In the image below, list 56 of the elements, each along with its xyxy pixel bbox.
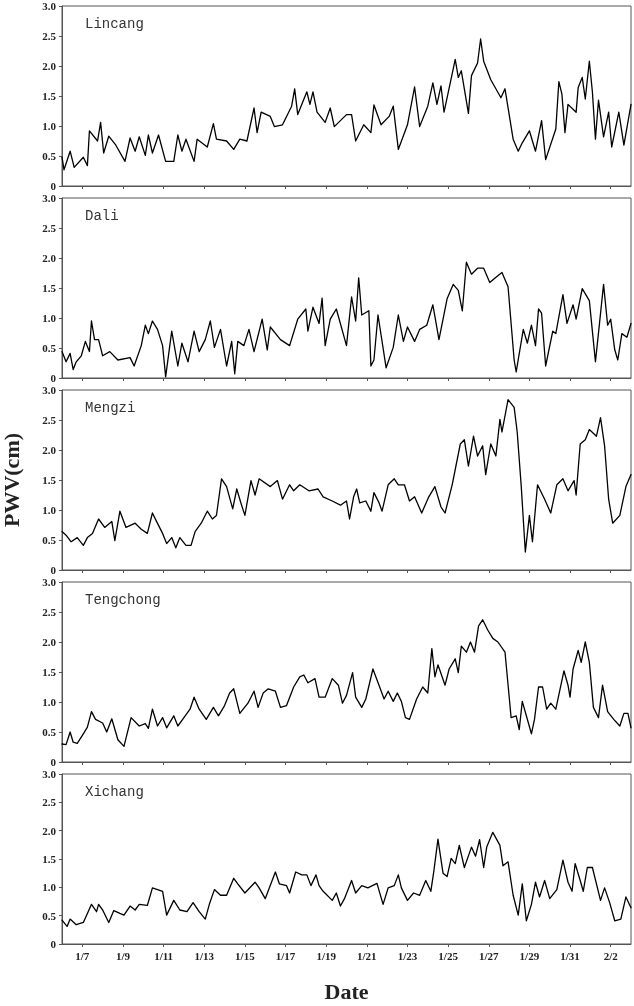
y-tick-label: 2.5: [42, 796, 57, 809]
text: Dali: [85, 208, 119, 224]
y-tick-label: 2.0: [42, 636, 57, 648]
y-tick-label: 0: [50, 938, 57, 950]
y-tick-label: 0.5: [42, 726, 57, 738]
y-tick-label: 1.0: [42, 881, 57, 894]
x-tick-label: 2/2: [603, 949, 619, 962]
y-tick-label: 2.0: [42, 252, 57, 264]
y-tick-label: 1.5: [42, 282, 57, 294]
y-tick-label: 0: [50, 756, 57, 768]
y-tick-label: 2.5: [42, 30, 57, 42]
y-tick-label: 3.0: [42, 0, 57, 12]
x-tick-label: 1/29: [519, 949, 540, 962]
y-tick-label: 3.0: [42, 768, 57, 780]
x-tick-label: 1/23: [397, 949, 418, 962]
x-tick-label: 1/11: [154, 949, 174, 962]
x-tick-label: 1/17: [275, 949, 296, 962]
y-tick-label: 2.5: [42, 222, 57, 234]
y-tick-label: 1.5: [42, 666, 57, 678]
x-tick-label: 1/25: [438, 949, 459, 962]
y-tick-label: 3.0: [42, 576, 57, 588]
x-tick-label: 1/9: [115, 949, 131, 962]
text: Lincang: [85, 16, 144, 32]
y-tick-label: 0: [50, 180, 57, 192]
y-tick-label: 1.0: [42, 504, 57, 516]
text: Mengzi: [85, 400, 136, 416]
y-tick-label: 2.5: [42, 414, 57, 426]
y-tick-label: 1.0: [42, 312, 57, 324]
y-tick-label: 2.0: [42, 824, 57, 837]
x-tick-label: 1/27: [478, 949, 500, 962]
y-tick-label: 0: [50, 564, 57, 576]
text: Tengchong: [85, 592, 161, 608]
x-tick-label: 1/19: [316, 949, 337, 962]
y-tick-label: 1.5: [42, 474, 57, 486]
x-axis-title: Date: [324, 978, 369, 1004]
y-tick-label: 2.0: [42, 444, 57, 456]
y-tick-label: 0.5: [42, 342, 57, 354]
y-tick-label: 0.5: [42, 534, 57, 546]
x-tick-label: 1/13: [194, 949, 215, 962]
x-tick-label: 1/31: [560, 949, 580, 962]
x-tick-label: 1/15: [235, 949, 256, 962]
y-tick-label: 3.0: [42, 384, 57, 396]
x-tick-label: 1/21: [357, 949, 377, 962]
y-axis-title: PWV(cm): [0, 432, 24, 528]
y-tick-label: 0.5: [42, 150, 57, 162]
y-tick-label: 2.0: [42, 60, 57, 72]
y-tick-label: 1.5: [42, 853, 57, 865]
y-tick-label: 3.0: [42, 192, 57, 204]
y-tick-label: 2.5: [42, 606, 57, 618]
y-tick-label: 1.0: [42, 696, 57, 708]
y-tick-label: 1.5: [42, 90, 57, 102]
y-tick-label: 0: [50, 372, 57, 384]
text: Xichang: [85, 784, 144, 800]
x-tick-label: 1/7: [75, 949, 90, 962]
y-tick-label: 0.5: [42, 909, 57, 922]
y-tick-label: 1.0: [42, 120, 57, 132]
